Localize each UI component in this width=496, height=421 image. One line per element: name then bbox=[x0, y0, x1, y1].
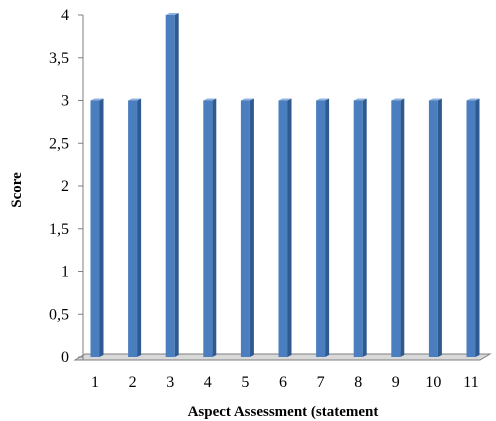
bar-front bbox=[278, 100, 288, 357]
bar-top bbox=[203, 98, 217, 101]
bar-front bbox=[165, 15, 175, 357]
bar-front bbox=[353, 100, 363, 357]
y-tick-label: 1,5 bbox=[49, 221, 69, 238]
bar-side bbox=[362, 98, 367, 357]
x-tick-label: 7 bbox=[317, 374, 325, 391]
bar-top bbox=[466, 98, 480, 101]
bar-front bbox=[90, 100, 100, 357]
bar-front bbox=[128, 100, 138, 357]
bar-side bbox=[475, 98, 480, 357]
bar bbox=[316, 98, 330, 357]
y-tick-label: 3 bbox=[61, 93, 69, 110]
x-tick-label: 9 bbox=[392, 374, 400, 391]
x-tick-label: 11 bbox=[463, 374, 478, 391]
bar bbox=[203, 98, 217, 357]
bar-front bbox=[203, 100, 213, 357]
bar-top bbox=[278, 98, 292, 101]
bar bbox=[90, 98, 104, 357]
bar bbox=[428, 98, 442, 357]
bar-front bbox=[428, 100, 438, 357]
y-tick-label: 0,5 bbox=[49, 306, 69, 323]
bar-top bbox=[240, 98, 254, 101]
bar-side bbox=[99, 98, 104, 357]
y-tick-label: 2,5 bbox=[49, 135, 69, 152]
bar-side bbox=[249, 98, 254, 357]
bar-top bbox=[165, 13, 179, 15]
x-tick-label: 4 bbox=[204, 374, 212, 391]
x-tick-label: 3 bbox=[166, 374, 174, 391]
y-tick-label: 3,5 bbox=[49, 50, 69, 67]
bar-side bbox=[400, 98, 405, 357]
y-tick-label: 4 bbox=[61, 7, 69, 24]
y-axis bbox=[78, 14, 84, 360]
bar bbox=[391, 98, 405, 357]
x-tick-labels: 1 2 3 4 5 6 7 8 9 10 11 bbox=[91, 374, 479, 391]
y-tick-label: 0 bbox=[61, 349, 69, 366]
bars bbox=[90, 13, 480, 357]
bar-top bbox=[90, 98, 104, 101]
bar-side bbox=[437, 98, 442, 357]
y-tick-labels: 0 0,5 1 1,5 2 2,5 3 3,5 4 bbox=[49, 7, 69, 366]
bar-side bbox=[212, 98, 217, 357]
x-tick-label: 2 bbox=[129, 374, 137, 391]
bar-front bbox=[391, 100, 401, 357]
bar-front bbox=[240, 100, 250, 357]
y-axis-title: Score bbox=[9, 172, 25, 208]
x-axis-title: Aspect Assessment (statement bbox=[188, 404, 379, 420]
bar bbox=[278, 98, 292, 357]
bar-top bbox=[428, 98, 442, 101]
bar-top bbox=[391, 98, 405, 101]
x-tick-label: 8 bbox=[354, 374, 362, 391]
bar-front bbox=[466, 100, 476, 357]
y-tick-label: 1 bbox=[61, 264, 69, 281]
x-tick-label: 10 bbox=[425, 374, 441, 391]
y-tick-label: 2 bbox=[61, 178, 69, 195]
x-tick-label: 1 bbox=[91, 374, 99, 391]
bar-side bbox=[174, 13, 179, 357]
bar-side bbox=[287, 98, 292, 357]
bar-top bbox=[353, 98, 367, 101]
bar bbox=[353, 98, 367, 357]
x-tick-label: 6 bbox=[279, 374, 287, 391]
bar-top bbox=[128, 98, 142, 101]
bar-side bbox=[137, 98, 142, 357]
bar-front bbox=[316, 100, 326, 357]
x-tick-label: 5 bbox=[241, 374, 249, 391]
bar bbox=[128, 98, 142, 357]
bar-side bbox=[325, 98, 330, 357]
bar bbox=[165, 13, 179, 357]
bar bbox=[466, 98, 480, 357]
bar bbox=[240, 98, 254, 357]
bar-top bbox=[316, 98, 330, 101]
